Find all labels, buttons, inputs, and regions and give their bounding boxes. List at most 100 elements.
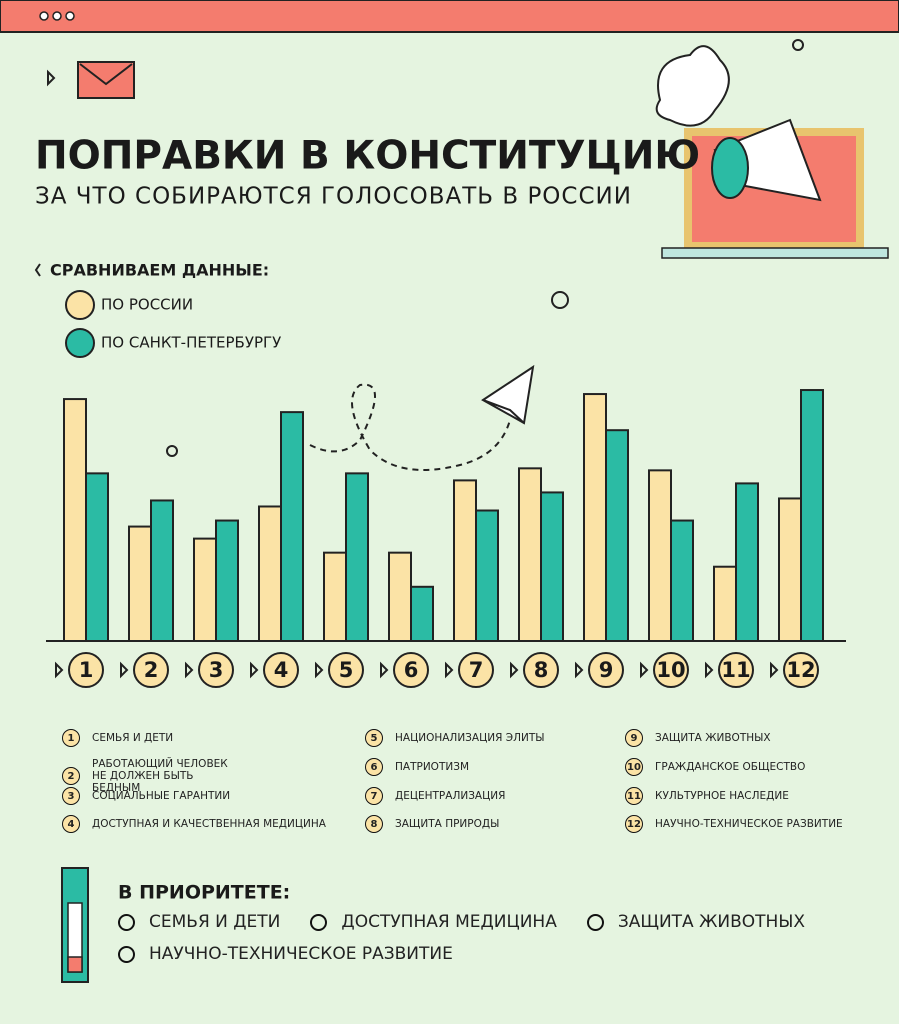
legend-label: ПО РОССИИ <box>101 296 193 314</box>
bar <box>193 537 217 642</box>
bar <box>735 482 759 642</box>
bar <box>258 505 282 642</box>
category-badge <box>68 652 104 688</box>
bar <box>345 472 369 642</box>
laptop-base <box>661 247 889 259</box>
bar <box>323 551 347 643</box>
category-badge <box>588 652 624 688</box>
legend-label: ПО САНКТ-ПЕТЕРБУРГУ <box>101 334 281 352</box>
bar <box>800 389 824 642</box>
key-item: 4 ДОСТУПНАЯ И КАЧЕСТВЕННАЯ МЕДИЦИНА <box>62 815 326 833</box>
x-tick-label: 5 <box>339 658 354 682</box>
category-badge <box>393 652 429 688</box>
key-number: 1 <box>62 729 80 747</box>
category-badge <box>133 652 169 688</box>
tick-arrow <box>185 661 194 679</box>
key-label: НАЦИОНАЛИЗАЦИЯ ЭЛИТЫ <box>395 732 545 744</box>
category-badge <box>783 652 819 688</box>
key-number: 6 <box>365 758 383 776</box>
x-tick-label: 8 <box>534 658 549 682</box>
category-badge <box>263 652 299 688</box>
key-item: 11 КУЛЬТУРНОЕ НАСЛЕДИЕ <box>625 787 789 805</box>
legend-swatch <box>65 328 95 358</box>
tick-arrow <box>510 661 519 679</box>
key-number: 9 <box>625 729 643 747</box>
bar <box>518 467 542 643</box>
window-bar <box>0 0 899 33</box>
bar <box>388 551 412 643</box>
x-tick-label: 9 <box>599 658 614 682</box>
plane-trail <box>309 383 511 471</box>
key-number: 11 <box>625 787 643 805</box>
key-number: 2 <box>62 767 80 785</box>
deco <box>34 263 41 277</box>
tick-arrow <box>575 661 584 679</box>
x-tick-label: 11 <box>721 658 750 682</box>
key-item: 6 ПАТРИОТИЗМ <box>365 758 469 776</box>
bar <box>128 525 152 642</box>
cloud <box>655 45 730 127</box>
key-item: 7 ДЕЦЕНТРАЛИЗАЦИЯ <box>365 787 505 805</box>
x-tick-label: 2 <box>144 658 159 682</box>
key-number: 10 <box>625 758 643 776</box>
key-number: 12 <box>625 815 643 833</box>
key-label: СОЦИАЛЬНЫЕ ГАРАНТИИ <box>92 790 231 802</box>
category-badge <box>653 652 689 688</box>
subtitle: ЗА ЧТО СОБИРАЮТСЯ ГОЛОСОВАТЬ В РОССИИ <box>35 184 632 210</box>
tick-arrow <box>315 661 324 679</box>
priority-title: В ПРИОРИТЕТЕ: <box>118 882 290 904</box>
key-item: 3 СОЦИАЛЬНЫЕ ГАРАНТИИ <box>62 787 230 805</box>
priority-item: НАУЧНО-ТЕХНИЧЕСКОЕ РАЗВИТИЕ <box>118 944 453 964</box>
paper-plane <box>481 364 535 425</box>
bar <box>540 491 564 642</box>
deco <box>47 69 56 87</box>
x-tick-label: 6 <box>404 658 419 682</box>
dot <box>39 11 49 21</box>
dot <box>52 11 62 21</box>
tick-arrow <box>445 661 454 679</box>
tick-arrow <box>640 661 649 679</box>
key-number: 8 <box>365 815 383 833</box>
deco <box>551 291 569 309</box>
key-label: НАУЧНО-ТЕХНИЧЕСКОЕ РАЗВИТИЕ <box>655 818 843 830</box>
bar <box>410 585 434 642</box>
key-item: 9 ЗАЩИТА ЖИВОТНЫХ <box>625 729 771 747</box>
key-item: 12 НАУЧНО-ТЕХНИЧЕСКОЕ РАЗВИТИЕ <box>625 815 843 833</box>
key-number: 3 <box>62 787 80 805</box>
x-tick-label: 1 <box>79 658 94 682</box>
deco <box>166 445 178 457</box>
priority-item: ДОСТУПНАЯ МЕДИЦИНА <box>310 912 556 932</box>
key-item: 1 СЕМЬЯ И ДЕТИ <box>62 729 173 747</box>
key-item: 10 ГРАЖДАНСКОЕ ОБЩЕСТВО <box>625 758 805 776</box>
tick-arrow <box>705 661 714 679</box>
category-badge <box>198 652 234 688</box>
bar <box>215 519 239 642</box>
bar <box>670 519 694 642</box>
priority-list: СЕМЬЯ И ДЕТИ ДОСТУПНАЯ МЕДИЦИНА ЗАЩИТА ЖИВ… <box>118 912 838 964</box>
bar <box>85 472 109 642</box>
tick-arrow <box>250 661 259 679</box>
priority-item: СЕМЬЯ И ДЕТИ <box>118 912 280 932</box>
bar <box>280 411 304 642</box>
dot <box>65 11 75 21</box>
x-tick-label: 10 <box>656 658 685 682</box>
priority-item: ЗАЩИТА ЖИВОТНЫХ <box>587 912 805 932</box>
key-item: 2 РАБОТАЮЩИЙ ЧЕЛОВЕК НЕ ДОЛЖЕН БЫТЬ БЕДНЫ… <box>62 758 242 794</box>
key-number: 7 <box>365 787 383 805</box>
envelope <box>77 61 135 99</box>
key-label: ЗАЩИТА ЖИВОТНЫХ <box>655 732 771 744</box>
bar <box>778 497 802 643</box>
key-label: ЗАЩИТА ПРИРОДЫ <box>395 818 500 830</box>
key-item: 8 ЗАЩИТА ПРИРОДЫ <box>365 815 499 833</box>
key-number: 4 <box>62 815 80 833</box>
tick-arrow <box>770 661 779 679</box>
bar <box>713 565 737 643</box>
legend-swatch <box>65 290 95 320</box>
x-tick-label: 7 <box>469 658 484 682</box>
key-label: ПАТРИОТИЗМ <box>395 761 470 773</box>
key-label: СЕМЬЯ И ДЕТИ <box>92 732 174 744</box>
bar <box>453 479 477 642</box>
bar <box>63 398 87 643</box>
